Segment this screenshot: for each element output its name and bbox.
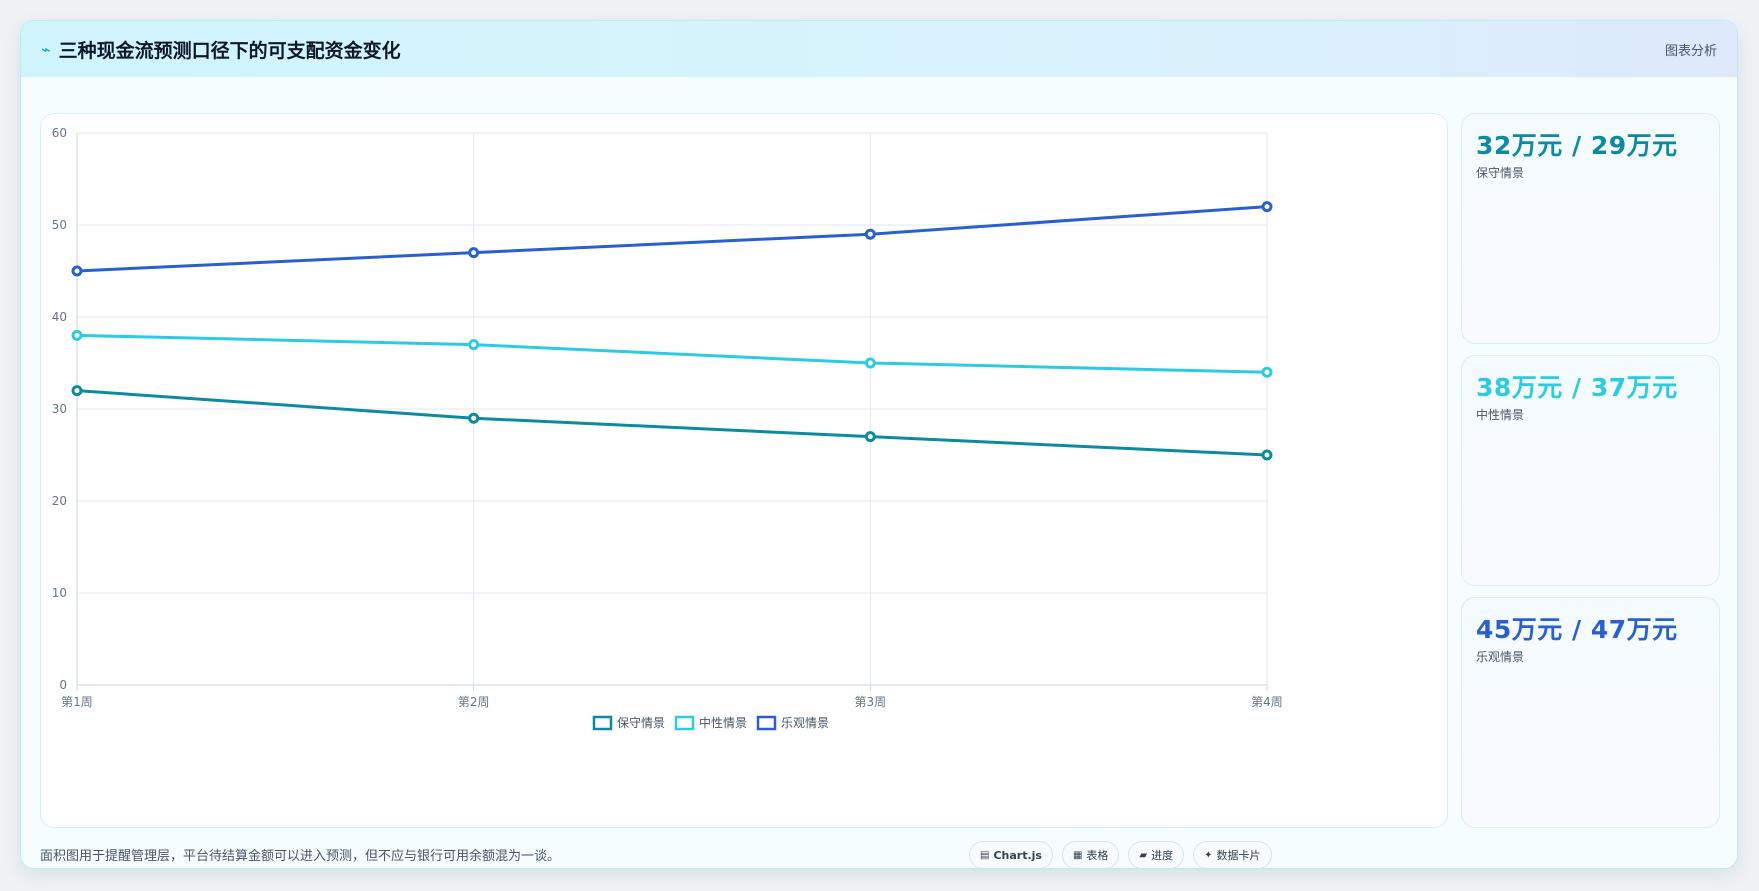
- legend-label: 中性情景: [699, 715, 747, 730]
- card-title: 三种现金流预测口径下的可支配资金变化: [58, 39, 401, 62]
- pill-data-cards[interactable]: ✦ 数据卡片: [1193, 841, 1272, 868]
- data-point: [468, 247, 480, 259]
- stat-card-neutral: 38万元 / 37万元 中性情景: [1461, 355, 1720, 586]
- pill-label: 表格: [1086, 849, 1109, 862]
- table-icon: ▦: [1072, 849, 1083, 861]
- pill-label: 数据卡片: [1216, 849, 1261, 862]
- data-point: [864, 431, 876, 443]
- stat-value: 45万元 / 47万元: [1476, 615, 1678, 644]
- data-point: [1261, 449, 1273, 461]
- x-tick-label: 第3周: [855, 695, 887, 709]
- x-tick-label: 第2周: [458, 695, 490, 709]
- legend-swatch: [592, 715, 613, 731]
- pill-progress[interactable]: ▰ 进度: [1128, 841, 1185, 868]
- footer-note: 面积图用于提醒管理层，平台待结算金额可以进入预测，但不应与银行可用余额混为一谈。: [40, 849, 561, 864]
- data-point: [1261, 201, 1273, 213]
- series-line: [76, 205, 1268, 273]
- pill-table[interactable]: ▦ 表格: [1061, 841, 1120, 868]
- series-line: [76, 333, 1268, 374]
- y-tick-label: 40: [52, 310, 67, 324]
- card-body: 0 10 20 30 40 50 60 第1周 第2周 第3周 第4周 保守情景 中性情景 乐观情景 32…: [21, 77, 1737, 868]
- pill-label: Chart.js: [993, 848, 1042, 862]
- y-tick-label: 10: [52, 586, 67, 600]
- stat-label: 中性情景: [1476, 408, 1525, 422]
- data-point: [71, 385, 83, 397]
- progress-icon: ▰: [1139, 849, 1148, 861]
- x-tick-label: 第1周: [61, 695, 93, 709]
- y-tick-label: 20: [52, 494, 67, 508]
- stat-card-conservative: 32万元 / 29万元 保守情景: [1461, 113, 1720, 344]
- data-point: [468, 339, 480, 351]
- data-point: [864, 228, 876, 240]
- legend-swatch: [674, 715, 695, 731]
- pill-label: 进度: [1151, 849, 1174, 862]
- y-tick-label: 60: [52, 126, 67, 140]
- y-tick-label: 0: [59, 678, 67, 692]
- stat-value: 32万元 / 29万元: [1476, 131, 1678, 160]
- chart-panel: 0 10 20 30 40 50 60 第1周 第2周 第3周 第4周保守情景 中性情景 乐观情景: [40, 113, 1448, 828]
- x-tick-label: 第4周: [1251, 695, 1283, 709]
- stat-card-optimistic: 45万元 / 47万元 乐观情景: [1461, 597, 1720, 828]
- legend-label: 乐观情景: [781, 716, 829, 730]
- card-header: ⌁ 三种现金流预测口径下的可支配资金变化 图表分析: [21, 21, 1737, 77]
- data-point: [468, 412, 480, 424]
- pill-chartjs[interactable]: ▤ Chart.js: [969, 841, 1053, 868]
- sparkle-icon: ✦: [1204, 849, 1213, 861]
- y-tick-label: 50: [52, 218, 67, 232]
- data-point: [71, 265, 83, 277]
- header-tag: 图表分析: [1664, 43, 1717, 59]
- chart-icon: ▤: [980, 849, 990, 861]
- y-tick-label: 30: [52, 402, 67, 416]
- stat-label: 乐观情景: [1476, 650, 1525, 664]
- stat-value: 38万元 / 37万元: [1476, 373, 1678, 402]
- data-point: [71, 329, 83, 341]
- legend-swatch: [756, 715, 777, 731]
- data-point: [1261, 366, 1273, 378]
- series-line: [76, 389, 1268, 457]
- stat-label: 保守情景: [1476, 166, 1525, 180]
- data-point: [864, 357, 876, 369]
- legend-label: 保守情景: [617, 716, 665, 730]
- chart-card: ⌁ 三种现金流预测口径下的可支配资金变化 图表分析 0 10 20 30 40 50 60 第…: [20, 20, 1738, 869]
- pulse-icon: ⌁: [41, 39, 51, 59]
- tag-pills: ▤ Chart.js ▦ 表格 ▰ 进度 ✦ 数据卡片: [969, 841, 1272, 868]
